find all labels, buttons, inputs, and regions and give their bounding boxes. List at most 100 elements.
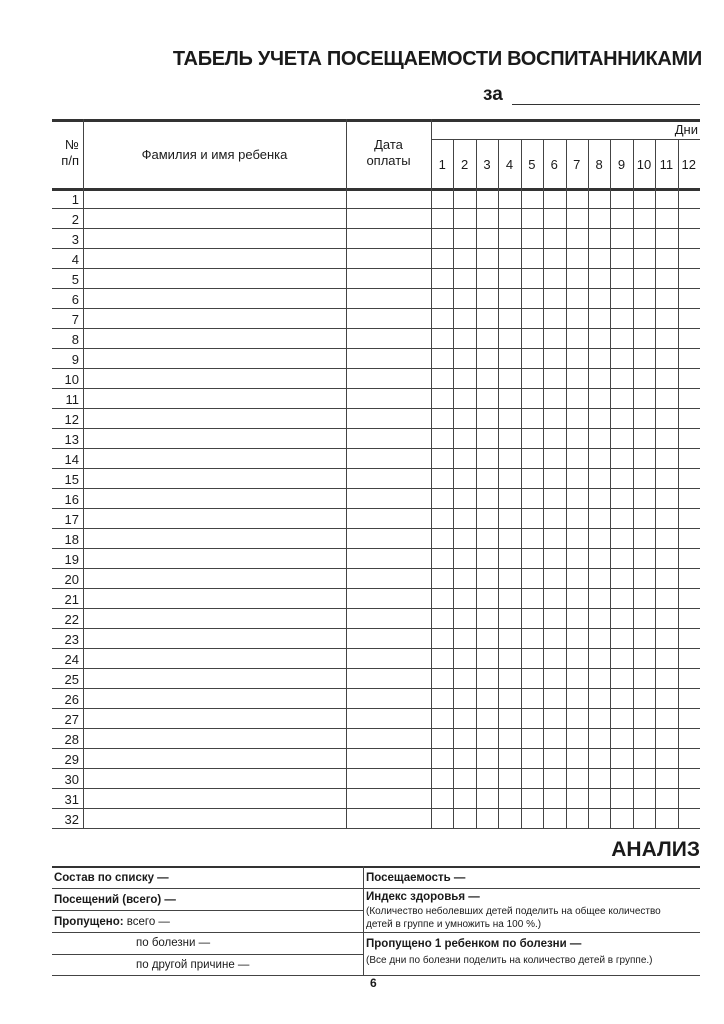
payment-date-cell[interactable] bbox=[347, 329, 431, 348]
visits-label: Посещений (всего) — bbox=[54, 894, 176, 906]
child-name-cell[interactable] bbox=[84, 669, 346, 688]
row-divider bbox=[52, 828, 700, 829]
day-column-divider bbox=[475, 139, 477, 829]
child-name-cell[interactable] bbox=[84, 649, 346, 668]
child-name-cell[interactable] bbox=[84, 429, 346, 448]
divider bbox=[52, 932, 700, 933]
row-number: 3 bbox=[71, 232, 79, 247]
payment-date-cell[interactable] bbox=[347, 429, 431, 448]
column-divider bbox=[83, 119, 84, 829]
child-name-cell[interactable] bbox=[84, 249, 346, 268]
child-name-cell[interactable] bbox=[84, 809, 346, 828]
child-name-cell[interactable] bbox=[84, 749, 346, 768]
child-name-cell[interactable] bbox=[84, 549, 346, 568]
payment-date-cell[interactable] bbox=[347, 289, 431, 308]
payment-date-cell[interactable] bbox=[347, 529, 431, 548]
payment-date-cell[interactable] bbox=[347, 729, 431, 748]
payment-date-cell[interactable] bbox=[347, 509, 431, 528]
row-number: 26 bbox=[64, 692, 79, 707]
payment-date-cell[interactable] bbox=[347, 789, 431, 808]
payment-date-cell[interactable] bbox=[347, 249, 431, 268]
payment-date-cell[interactable] bbox=[347, 649, 431, 668]
day-column-divider bbox=[677, 139, 679, 829]
row-divider bbox=[52, 508, 700, 509]
row-number: 22 bbox=[64, 612, 79, 627]
period-field[interactable] bbox=[512, 104, 700, 105]
payment-date-cell[interactable] bbox=[347, 409, 431, 428]
child-name-cell[interactable] bbox=[84, 269, 346, 288]
health-index-note: (Количество неболевших детей поделить на… bbox=[366, 906, 661, 917]
child-name-cell[interactable] bbox=[84, 369, 346, 388]
child-name-cell[interactable] bbox=[84, 289, 346, 308]
day-column-divider bbox=[498, 139, 500, 829]
day-header: 11 bbox=[659, 157, 674, 172]
row-divider bbox=[52, 568, 700, 569]
child-name-cell[interactable] bbox=[84, 229, 346, 248]
child-name-cell[interactable] bbox=[84, 529, 346, 548]
day-column-divider bbox=[565, 139, 567, 829]
payment-date-cell[interactable] bbox=[347, 569, 431, 588]
day-header: 10 bbox=[636, 157, 652, 172]
payment-date-cell[interactable] bbox=[347, 469, 431, 488]
payment-date-cell[interactable] bbox=[347, 449, 431, 468]
child-name-cell[interactable] bbox=[84, 769, 346, 788]
child-name-cell[interactable] bbox=[84, 329, 346, 348]
row-number: 29 bbox=[64, 752, 79, 767]
child-name-cell[interactable] bbox=[84, 629, 346, 648]
missed-label: Пропущено: всего — bbox=[54, 916, 170, 928]
child-name-cell[interactable] bbox=[84, 309, 346, 328]
child-name-cell[interactable] bbox=[84, 589, 346, 608]
payment-date-cell[interactable] bbox=[347, 629, 431, 648]
child-name-cell[interactable] bbox=[84, 789, 346, 808]
payment-date-cell[interactable] bbox=[347, 749, 431, 768]
payment-date-cell[interactable] bbox=[347, 209, 431, 228]
row-number: 24 bbox=[64, 652, 79, 667]
divider bbox=[52, 910, 363, 911]
roster-label: Состав по списку — bbox=[54, 872, 169, 884]
child-name-cell[interactable] bbox=[84, 569, 346, 588]
child-name-cell[interactable] bbox=[84, 469, 346, 488]
child-name-cell[interactable] bbox=[84, 509, 346, 528]
row-number: 20 bbox=[64, 572, 79, 587]
payment-date-cell[interactable] bbox=[347, 549, 431, 568]
payment-date-cell[interactable] bbox=[347, 489, 431, 508]
child-name-cell[interactable] bbox=[84, 209, 346, 228]
child-name-cell[interactable] bbox=[84, 389, 346, 408]
payment-date-cell[interactable] bbox=[347, 589, 431, 608]
payment-date-cell[interactable] bbox=[347, 189, 431, 208]
payment-date-cell[interactable] bbox=[347, 389, 431, 408]
row-divider bbox=[52, 728, 700, 729]
attendance-table: № п/п Фамилия и имя ребенка Дата оплаты Дн… bbox=[52, 119, 700, 829]
payment-date-cell[interactable] bbox=[347, 229, 431, 248]
day-header: 6 bbox=[550, 157, 558, 172]
child-name-cell[interactable] bbox=[84, 449, 346, 468]
child-name-cell[interactable] bbox=[84, 349, 346, 368]
payment-date-cell[interactable] bbox=[347, 349, 431, 368]
row-divider bbox=[52, 668, 700, 669]
child-name-cell[interactable] bbox=[84, 189, 346, 208]
payment-date-cell[interactable] bbox=[347, 689, 431, 708]
child-name-cell[interactable] bbox=[84, 609, 346, 628]
payment-date-cell[interactable] bbox=[347, 369, 431, 388]
payment-date-cell[interactable] bbox=[347, 769, 431, 788]
row-divider bbox=[52, 588, 700, 589]
payment-date-cell[interactable] bbox=[347, 309, 431, 328]
payment-date-cell[interactable] bbox=[347, 609, 431, 628]
child-name-cell[interactable] bbox=[84, 689, 346, 708]
row-divider bbox=[52, 488, 700, 489]
payment-date-cell[interactable] bbox=[347, 669, 431, 688]
analysis-title: АНАЛИЗ bbox=[611, 838, 700, 861]
child-name-cell[interactable] bbox=[84, 729, 346, 748]
payment-date-cell[interactable] bbox=[347, 709, 431, 728]
row-divider bbox=[52, 248, 700, 249]
payment-date-cell[interactable] bbox=[347, 269, 431, 288]
child-name-cell[interactable] bbox=[84, 489, 346, 508]
day-header: 7 bbox=[573, 157, 581, 172]
row-divider bbox=[52, 688, 700, 689]
payment-date-cell[interactable] bbox=[347, 809, 431, 828]
row-divider bbox=[52, 448, 700, 449]
child-name-cell[interactable] bbox=[84, 709, 346, 728]
missed-per-child-label: Пропущено 1 ребенком по болезни — bbox=[366, 938, 582, 950]
child-name-cell[interactable] bbox=[84, 409, 346, 428]
day-header: 8 bbox=[595, 157, 603, 172]
